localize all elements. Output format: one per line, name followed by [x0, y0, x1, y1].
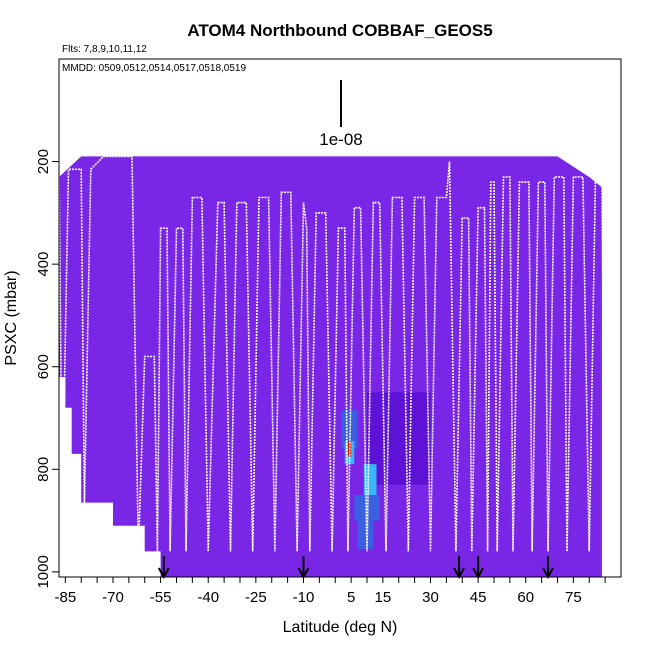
missing-data-region	[59, 377, 161, 577]
x-tick-label: 15	[375, 589, 392, 606]
y-tick-label: 600	[35, 354, 52, 379]
enhanced-region-medium	[341, 410, 358, 449]
enhanced-region-medium	[354, 494, 380, 521]
x-axis: -85 -70 -55 -40 -25 -10 5 15 30 45 60 75	[55, 577, 606, 606]
y-tick-label: 1000	[35, 555, 52, 588]
flight-track	[59, 155, 606, 572]
dive-marker-arrow	[453, 556, 465, 580]
flights-note: Flts: 7,8,9,10,11,12	[62, 44, 147, 55]
y-tick-label: 200	[35, 149, 52, 174]
x-tick-label: 60	[517, 589, 534, 606]
curtain-field	[59, 156, 602, 577]
x-tick-label: -70	[102, 589, 124, 606]
x-tick-label: -25	[245, 589, 267, 606]
chart-title: ATOM4 Northbound COBBAF_GEOS5	[187, 21, 492, 40]
x-tick-label: -40	[197, 589, 219, 606]
x-tick-label: 30	[422, 589, 439, 606]
x-axis-label: Latitude (deg N)	[283, 619, 398, 636]
x-tick-label: -55	[150, 589, 172, 606]
dates-note: MMDD: 0509,0512,0514,0517,0518,0519	[62, 63, 246, 74]
x-tick-label: 5	[347, 589, 355, 606]
scale-bar-label: 1e-08	[319, 130, 362, 149]
x-tick-label: -10	[293, 589, 315, 606]
y-tick-label: 400	[35, 252, 52, 277]
x-tick-label: 75	[565, 589, 582, 606]
dive-marker-arrow	[157, 556, 170, 580]
y-axis: 200 400 600 800 1000	[35, 149, 59, 589]
scale-bar: 1e-08	[319, 80, 363, 149]
plot-frame	[58, 58, 622, 578]
enhanced-region-medium	[357, 520, 374, 549]
y-tick-label: 800	[35, 457, 52, 482]
y-axis-label: PSXC (mbar)	[3, 270, 20, 365]
enhanced-region-low	[366, 392, 431, 485]
x-tick-label: 45	[470, 589, 487, 606]
dive-marker-arrow	[542, 556, 554, 580]
x-tick-label: -85	[55, 589, 77, 606]
enhanced-regions	[341, 392, 431, 549]
enhanced-region-high	[363, 464, 377, 495]
